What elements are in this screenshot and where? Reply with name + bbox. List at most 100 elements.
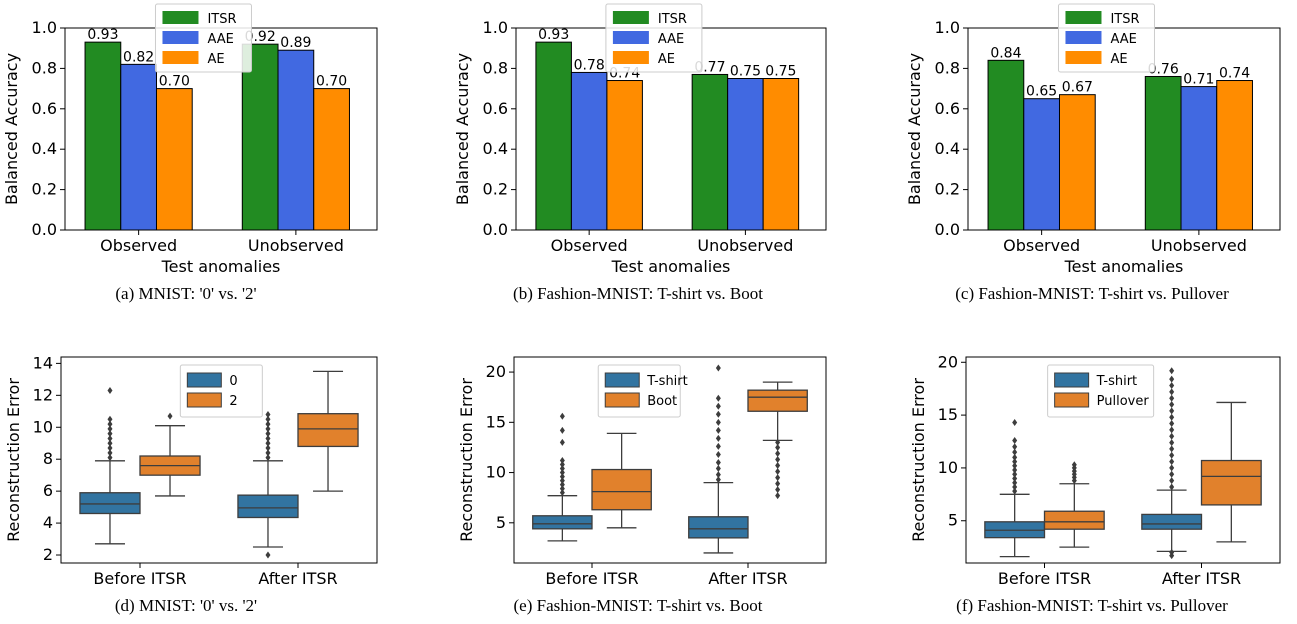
legend-swatch (1065, 51, 1102, 64)
outlier-point (265, 439, 271, 447)
y-tick-label: 0.2 (32, 180, 57, 199)
y-tick-label: 0.8 (935, 58, 960, 77)
outlier-point (1169, 548, 1175, 556)
outlier-point (715, 364, 721, 372)
outlier-point (107, 387, 113, 395)
outlier-point (775, 443, 781, 451)
legend-label: Pullover (1097, 394, 1150, 409)
bar-value-label: 0.89 (280, 35, 311, 51)
outlier-point (559, 485, 565, 493)
x-axis-label: Test anomalies (1064, 257, 1184, 276)
bar (1144, 75, 1182, 231)
outlier-point (107, 425, 113, 433)
outlier-point (559, 412, 565, 420)
outlier-point (1169, 432, 1175, 440)
y-tick-label: 8 (43, 449, 53, 468)
legend-label: AE (658, 52, 675, 67)
outlier-point (1012, 470, 1018, 478)
box (532, 515, 593, 530)
bar-value-label: 0.78 (574, 57, 605, 73)
outlier-point (1169, 477, 1175, 485)
outlier-point (265, 410, 271, 418)
bar-chart: 0.930.770.78 0.750.74 0.750.00.20.40.60.81… (453, 3, 827, 303)
y-tick-label: 0.8 (483, 58, 508, 77)
x-tick-label: After ITSR (258, 569, 337, 588)
outlier-point (107, 449, 113, 457)
bar-value-label: 0.67 (1062, 80, 1093, 96)
legend-swatch (186, 392, 222, 408)
outlier-point (107, 454, 113, 462)
legend-swatch (604, 372, 640, 388)
outlier-point (1012, 418, 1018, 426)
bar-value-label: 0.92 (245, 29, 276, 45)
outlier-point (1012, 462, 1018, 470)
outlier-point (1012, 483, 1018, 491)
bar-value-label: 0.84 (990, 45, 1021, 61)
legend-label: AE (207, 52, 224, 67)
box (688, 516, 749, 539)
outlier-point (715, 394, 721, 402)
outlier-point (559, 457, 565, 465)
outlier-point (715, 434, 721, 442)
outlier-point (775, 438, 781, 446)
y-tick-label: 10 (486, 463, 506, 482)
outlier-point (265, 444, 271, 452)
outlier-point (715, 465, 721, 473)
legend-label: AAE (207, 32, 233, 47)
outlier-point (1169, 439, 1175, 447)
legend-swatch (1054, 392, 1090, 408)
legend-swatch (604, 392, 640, 408)
legend-label: T-shirt (646, 374, 688, 389)
box (591, 468, 652, 511)
y-tick-label: 1.0 (32, 18, 57, 37)
figure-caption: (a) MNIST: '0' vs. '2' (115, 284, 256, 303)
outlier-point (1169, 388, 1175, 396)
plot-frame (513, 356, 827, 564)
y-axis-label: Balanced Accuracy (2, 53, 21, 205)
outlier-point (265, 430, 271, 438)
outlier-point (715, 402, 721, 410)
y-tick-label: 2 (43, 545, 53, 564)
legend-swatch (612, 11, 649, 24)
y-axis-label: Reconstruction Error (4, 378, 23, 542)
outlier-point (107, 434, 113, 442)
outlier-point (775, 455, 781, 463)
box (1141, 513, 1203, 530)
bar-value-label: 0.93 (87, 27, 118, 43)
box-chart: 5 10 15 20 Before ITSR After ITSR Reconstructi… (457, 356, 827, 615)
legend-label: ITSR (207, 12, 236, 27)
outlier-point (107, 415, 113, 423)
legend-label: ITSR (1110, 12, 1139, 27)
legend-label: AAE (658, 32, 684, 47)
outlier-point (265, 454, 271, 462)
bar (84, 41, 122, 231)
outlier-point (775, 492, 781, 500)
outlier-point (265, 551, 271, 559)
x-tick-label: Observed (551, 236, 628, 255)
y-tick-label: 0.0 (483, 220, 508, 239)
y-axis-label: Balanced Accuracy (905, 53, 924, 205)
y-tick-label: 1.0 (935, 18, 960, 37)
box (747, 389, 808, 412)
x-tick-label: Observed (1003, 236, 1080, 255)
box (297, 413, 359, 448)
bar-value-label: 0.75 (730, 64, 761, 80)
y-tick-label: 0.2 (935, 180, 960, 199)
bar (987, 59, 1025, 231)
outlier-point (1169, 367, 1175, 375)
bar (277, 49, 315, 231)
bar-value-label: 0.65 (1026, 84, 1057, 100)
outlier-point (715, 442, 721, 450)
outlier-point (715, 418, 721, 426)
x-tick-label: Before ITSR (998, 569, 1091, 588)
outlier-point (775, 480, 781, 488)
y-tick-label: 15 (938, 405, 958, 424)
bar (155, 88, 193, 231)
outlier-point (559, 438, 565, 446)
outlier-point (775, 474, 781, 482)
y-axis-label: Reconstruction Error (457, 378, 476, 542)
legend-swatch (162, 31, 199, 44)
x-tick-label: After ITSR (708, 569, 787, 588)
y-tick-label: 5 (948, 511, 958, 530)
outlier-point (1012, 458, 1018, 466)
